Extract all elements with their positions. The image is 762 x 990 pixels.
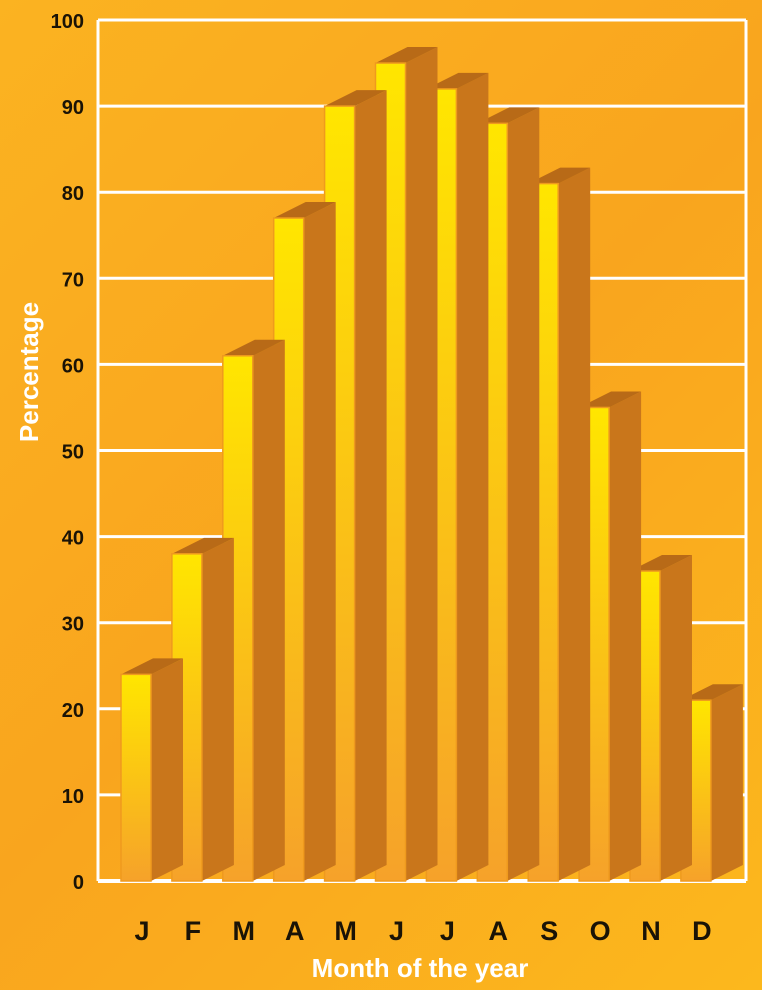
bar-side (151, 658, 183, 881)
bar-top (222, 339, 285, 356)
bar-side (354, 90, 387, 882)
x-tick-label: A (285, 916, 305, 946)
bar-top (324, 90, 387, 107)
y-tick-label: 20 (62, 700, 84, 722)
bar (374, 47, 438, 882)
x-tick-label: M (334, 916, 357, 946)
y-tick-label: 50 (62, 442, 84, 464)
bar-side (710, 684, 743, 881)
x-tick-label: F (185, 916, 202, 946)
bar-top (426, 72, 489, 89)
bar-top (630, 555, 692, 572)
bar-side (609, 391, 642, 881)
x-axis-title: Month of the year (312, 953, 529, 983)
x-tick-label: D (692, 916, 712, 946)
x-tick-label: N (641, 916, 661, 946)
bar-top (375, 47, 438, 64)
y-tick-label: 10 (62, 786, 84, 808)
bar-top (273, 202, 336, 219)
grid-layer: 0 10 20 30 40 50 60 70 80 90 100 (51, 11, 748, 894)
bar-top (477, 107, 540, 124)
y-axis-title: Percentage (14, 302, 44, 442)
bar (272, 202, 336, 882)
bar-side (252, 339, 285, 881)
y-tick-label: 100 (51, 11, 84, 33)
bar-top (121, 658, 183, 675)
bar-front (120, 673, 152, 882)
bar-side (456, 72, 489, 881)
bar-side (660, 555, 692, 881)
y-tick-label: 40 (62, 528, 84, 550)
x-tick-label: S (540, 916, 558, 946)
bar-side (201, 537, 234, 881)
y-tick-label: 90 (62, 97, 84, 119)
x-tick-label: M (233, 916, 256, 946)
bar (120, 658, 183, 882)
x-tick-label: J (134, 916, 149, 946)
bar-top (579, 391, 642, 408)
bar-side (405, 47, 438, 882)
y-tick-label: 70 (62, 269, 84, 291)
bars-layer (120, 47, 743, 882)
y-tick-label: 80 (62, 183, 84, 205)
bar-top (171, 537, 234, 554)
x-tick-label: J (440, 916, 455, 946)
bar-top (528, 167, 591, 184)
bar-top (680, 684, 743, 701)
x-tick-label: J (389, 916, 404, 946)
x-tick-label: A (489, 916, 509, 946)
y-tick-label: 0 (73, 872, 84, 894)
y-tick-label: 60 (62, 355, 84, 377)
bar-side (303, 202, 336, 881)
x-tick-label: O (590, 916, 611, 946)
bar-side (558, 167, 591, 882)
y-tick-label: 30 (62, 614, 84, 636)
bar-side (507, 107, 540, 881)
